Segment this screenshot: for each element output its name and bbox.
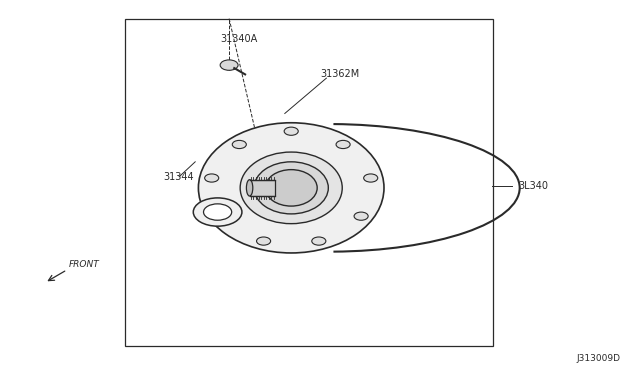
Text: 31344: 31344 <box>163 172 194 182</box>
Text: 31340A: 31340A <box>221 34 258 44</box>
Ellipse shape <box>354 212 368 220</box>
Ellipse shape <box>240 152 342 224</box>
Ellipse shape <box>364 174 378 182</box>
Circle shape <box>220 60 238 70</box>
Ellipse shape <box>284 127 298 135</box>
Text: 31362M: 31362M <box>320 70 359 79</box>
Ellipse shape <box>198 123 384 253</box>
Ellipse shape <box>265 170 317 206</box>
Ellipse shape <box>205 174 219 182</box>
Text: FRONT: FRONT <box>69 260 100 269</box>
Circle shape <box>204 204 232 220</box>
Ellipse shape <box>214 212 228 220</box>
Circle shape <box>193 198 242 226</box>
Text: 3L340: 3L340 <box>518 181 548 191</box>
Ellipse shape <box>232 140 246 148</box>
Bar <box>125 19 493 346</box>
Ellipse shape <box>312 237 326 245</box>
Ellipse shape <box>246 180 253 196</box>
Bar <box>250 180 275 196</box>
Text: J313009D: J313009D <box>577 354 621 363</box>
Ellipse shape <box>254 162 328 214</box>
Ellipse shape <box>257 237 271 245</box>
Ellipse shape <box>336 140 350 148</box>
